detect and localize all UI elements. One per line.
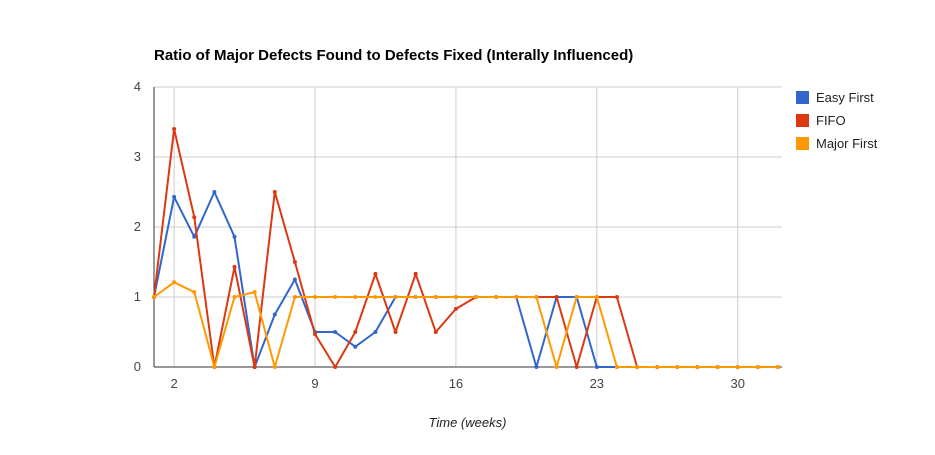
data-point bbox=[373, 295, 378, 299]
data-point bbox=[413, 271, 418, 276]
data-point bbox=[594, 365, 599, 369]
data-point bbox=[655, 365, 660, 369]
data-point bbox=[353, 330, 358, 334]
data-point bbox=[373, 271, 378, 276]
data-point bbox=[313, 295, 318, 299]
data-point bbox=[353, 344, 358, 349]
data-point bbox=[172, 194, 177, 199]
legend-swatch bbox=[796, 114, 809, 127]
y-tick-label: 0 bbox=[134, 359, 141, 374]
y-tick-label: 3 bbox=[134, 149, 141, 164]
data-point bbox=[252, 290, 257, 295]
legend-label: Easy First bbox=[816, 90, 874, 105]
data-point bbox=[252, 365, 257, 369]
data-point bbox=[292, 295, 297, 299]
data-point bbox=[675, 365, 680, 369]
data-point bbox=[534, 365, 539, 369]
data-point bbox=[232, 234, 237, 239]
data-point bbox=[292, 260, 297, 264]
data-point bbox=[212, 190, 217, 194]
data-point bbox=[313, 332, 318, 337]
data-point bbox=[333, 365, 338, 369]
x-tick-label: 23 bbox=[590, 376, 604, 391]
legend-label: FIFO bbox=[816, 113, 846, 128]
data-point bbox=[172, 280, 177, 285]
data-point bbox=[775, 365, 780, 369]
data-point bbox=[373, 330, 378, 334]
data-point bbox=[755, 365, 760, 369]
data-point bbox=[413, 295, 418, 299]
x-tick-label: 9 bbox=[311, 376, 318, 391]
legend-swatch bbox=[796, 137, 809, 150]
legend: Easy First FIFO Major First bbox=[796, 86, 877, 155]
x-tick-label: 30 bbox=[730, 376, 744, 391]
series-line-2 bbox=[153, 281, 778, 368]
x-tick-label: 2 bbox=[171, 376, 178, 391]
y-tick-label: 2 bbox=[134, 219, 141, 234]
data-point bbox=[192, 290, 197, 295]
data-point bbox=[212, 365, 217, 369]
data-point bbox=[232, 264, 237, 269]
y-tick-label: 1 bbox=[134, 289, 141, 304]
data-point bbox=[333, 295, 338, 299]
data-point bbox=[393, 330, 398, 334]
data-point bbox=[453, 295, 458, 299]
data-point bbox=[353, 295, 358, 299]
legend-item: Major First bbox=[796, 132, 877, 155]
data-point bbox=[554, 295, 559, 299]
data-point bbox=[192, 215, 197, 220]
data-point bbox=[715, 365, 720, 369]
data-point bbox=[614, 365, 619, 369]
data-point bbox=[735, 365, 740, 369]
data-point bbox=[172, 127, 177, 131]
data-point bbox=[292, 277, 297, 282]
x-tick-label: 16 bbox=[449, 376, 463, 391]
data-point bbox=[514, 295, 519, 299]
legend-swatch bbox=[796, 91, 809, 104]
data-point bbox=[393, 295, 398, 299]
data-point bbox=[534, 295, 539, 299]
series-line-1 bbox=[153, 128, 778, 368]
chart-title: Ratio of Major Defects Found to Defects … bbox=[154, 47, 634, 64]
x-axis-label: Time (weeks) bbox=[428, 415, 507, 430]
data-point bbox=[152, 295, 156, 299]
data-point bbox=[272, 312, 277, 317]
data-point bbox=[695, 365, 700, 369]
data-point bbox=[574, 295, 579, 299]
data-point bbox=[192, 234, 197, 239]
series-line-0 bbox=[153, 191, 778, 368]
legend-label: Major First bbox=[816, 136, 878, 151]
data-point bbox=[333, 330, 338, 334]
data-point bbox=[494, 295, 499, 299]
data-point bbox=[272, 190, 277, 194]
data-point bbox=[574, 365, 579, 369]
data-point bbox=[614, 295, 619, 299]
legend-item: FIFO bbox=[796, 109, 877, 132]
data-point bbox=[635, 365, 640, 369]
data-point bbox=[433, 330, 438, 334]
data-point bbox=[272, 365, 277, 369]
legend-item: Easy First bbox=[796, 86, 877, 109]
data-point bbox=[232, 295, 237, 299]
y-tick-label: 4 bbox=[134, 79, 141, 94]
data-point bbox=[594, 295, 599, 299]
data-point bbox=[453, 306, 458, 311]
data-point bbox=[433, 295, 438, 299]
data-point bbox=[474, 295, 479, 299]
data-point bbox=[554, 365, 559, 369]
